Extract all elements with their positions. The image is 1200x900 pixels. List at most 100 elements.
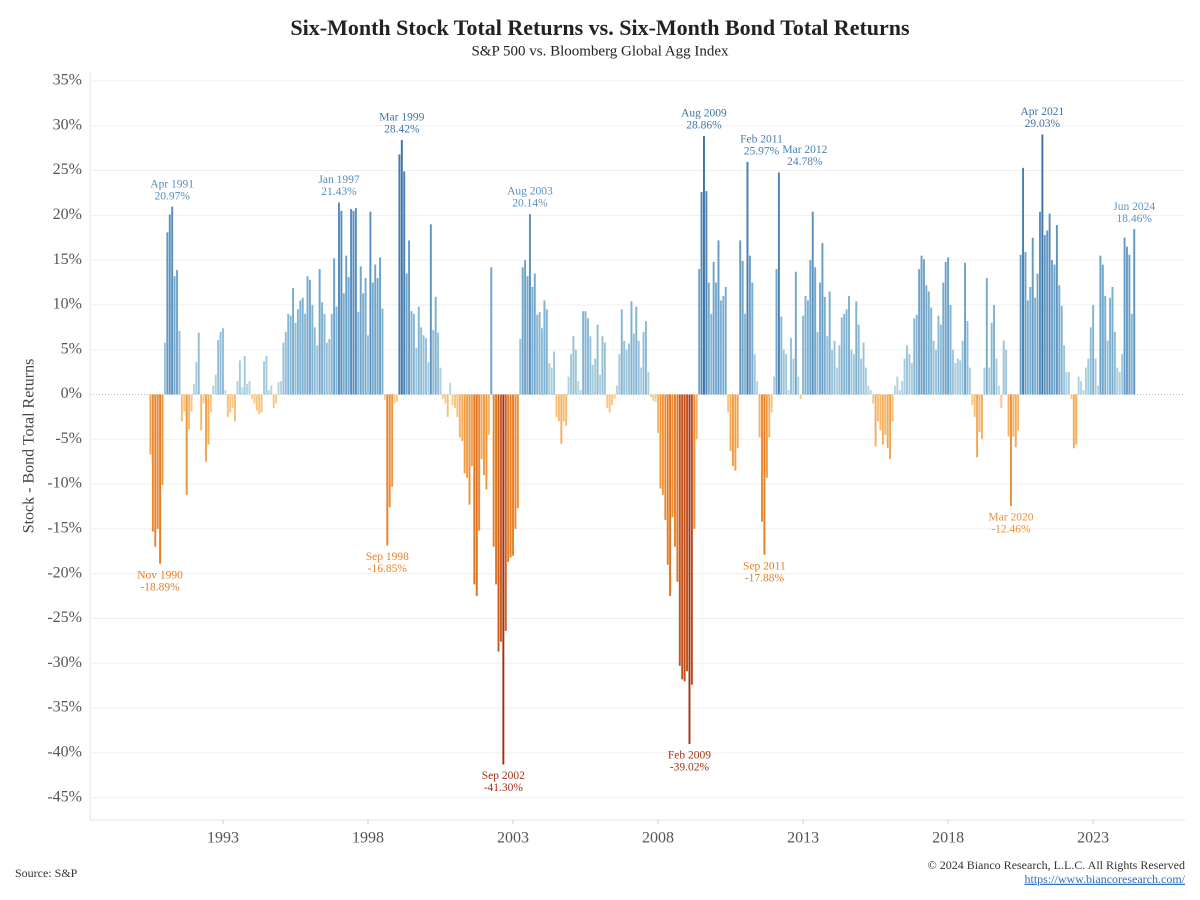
bar xyxy=(599,374,601,395)
annotation-label: Jun 2024 xyxy=(1113,201,1155,213)
annotation-value: 24.78% xyxy=(787,156,823,168)
bar xyxy=(555,394,558,417)
bar xyxy=(657,394,660,434)
bar xyxy=(589,336,592,395)
bar xyxy=(422,335,425,395)
bar xyxy=(176,269,178,395)
y-tick-label: 20% xyxy=(53,206,82,223)
bar xyxy=(659,394,662,489)
bar xyxy=(606,394,609,408)
bar xyxy=(163,342,166,395)
bar xyxy=(415,347,418,395)
bar xyxy=(514,394,517,529)
bar xyxy=(1097,385,1099,395)
bar xyxy=(676,394,679,582)
bar xyxy=(1065,372,1068,395)
bar xyxy=(536,314,539,395)
bar xyxy=(345,255,348,395)
bar xyxy=(925,285,928,395)
y-tick-label: 15% xyxy=(53,251,82,268)
bar xyxy=(565,394,568,426)
bar xyxy=(1014,394,1017,448)
bar xyxy=(903,358,906,395)
bar xyxy=(741,261,744,395)
bar xyxy=(618,354,621,395)
bar xyxy=(325,342,328,395)
bar xyxy=(151,394,154,532)
bar xyxy=(478,394,481,531)
bar xyxy=(354,208,357,395)
bar xyxy=(913,318,916,395)
bar xyxy=(205,394,207,462)
bar xyxy=(1046,230,1049,395)
bar xyxy=(850,349,853,395)
bar xyxy=(1036,273,1039,395)
bar xyxy=(794,271,797,395)
bar xyxy=(959,360,962,395)
bar xyxy=(485,394,488,490)
bar xyxy=(753,354,756,395)
y-tick-label: -25% xyxy=(47,609,82,626)
bar xyxy=(715,282,718,395)
bar xyxy=(751,282,754,395)
annotation-value: 21.43% xyxy=(321,186,357,198)
bar xyxy=(379,257,382,395)
bar xyxy=(304,313,307,395)
bar xyxy=(860,358,863,395)
bar xyxy=(499,394,502,642)
bar xyxy=(843,313,846,395)
bar xyxy=(248,381,251,395)
bar xyxy=(557,394,560,422)
y-tick-label: -30% xyxy=(47,654,82,671)
bar xyxy=(1055,225,1058,395)
bar xyxy=(190,394,193,412)
bar xyxy=(826,336,829,395)
bar xyxy=(630,301,633,395)
bar xyxy=(284,331,287,395)
bar xyxy=(971,394,974,406)
bar xyxy=(1092,304,1095,395)
bar xyxy=(516,394,519,509)
annotation-value: 25.97% xyxy=(744,145,780,157)
bar xyxy=(802,315,805,395)
y-tick-label: -5% xyxy=(55,430,82,447)
bar xyxy=(1009,394,1012,507)
bar xyxy=(306,276,309,395)
bar xyxy=(456,394,459,417)
bar xyxy=(282,342,285,395)
bar xyxy=(541,328,543,395)
bar xyxy=(761,394,763,522)
bar xyxy=(292,287,295,395)
annotation-value: 20.97% xyxy=(154,190,190,202)
bar xyxy=(200,394,203,431)
bar xyxy=(632,333,635,395)
bar xyxy=(1113,331,1116,395)
bar xyxy=(964,262,966,395)
bar xyxy=(490,267,493,395)
bar xyxy=(976,394,979,458)
bar xyxy=(1133,229,1136,395)
bar xyxy=(1075,394,1078,445)
bar xyxy=(785,354,788,395)
bar xyxy=(1005,349,1008,395)
bar xyxy=(287,313,290,395)
bar xyxy=(664,394,667,520)
bar xyxy=(405,273,408,395)
bar xyxy=(758,394,761,438)
annotation-label: Sep 2011 xyxy=(743,560,786,572)
bar xyxy=(983,367,986,395)
bar xyxy=(318,269,321,395)
url-link[interactable]: https://www.biancoresearch.com/ xyxy=(1024,872,1185,886)
x-tick-label: 2003 xyxy=(497,830,529,847)
bar xyxy=(775,269,778,395)
bar xyxy=(483,394,485,476)
bar xyxy=(884,394,887,435)
bar xyxy=(729,394,732,451)
annotation-label: Feb 2011 xyxy=(740,133,783,145)
bar xyxy=(939,324,942,395)
bar xyxy=(352,210,355,395)
bar xyxy=(473,394,476,585)
bar xyxy=(613,394,616,399)
bar xyxy=(734,394,737,471)
bar xyxy=(246,383,249,395)
